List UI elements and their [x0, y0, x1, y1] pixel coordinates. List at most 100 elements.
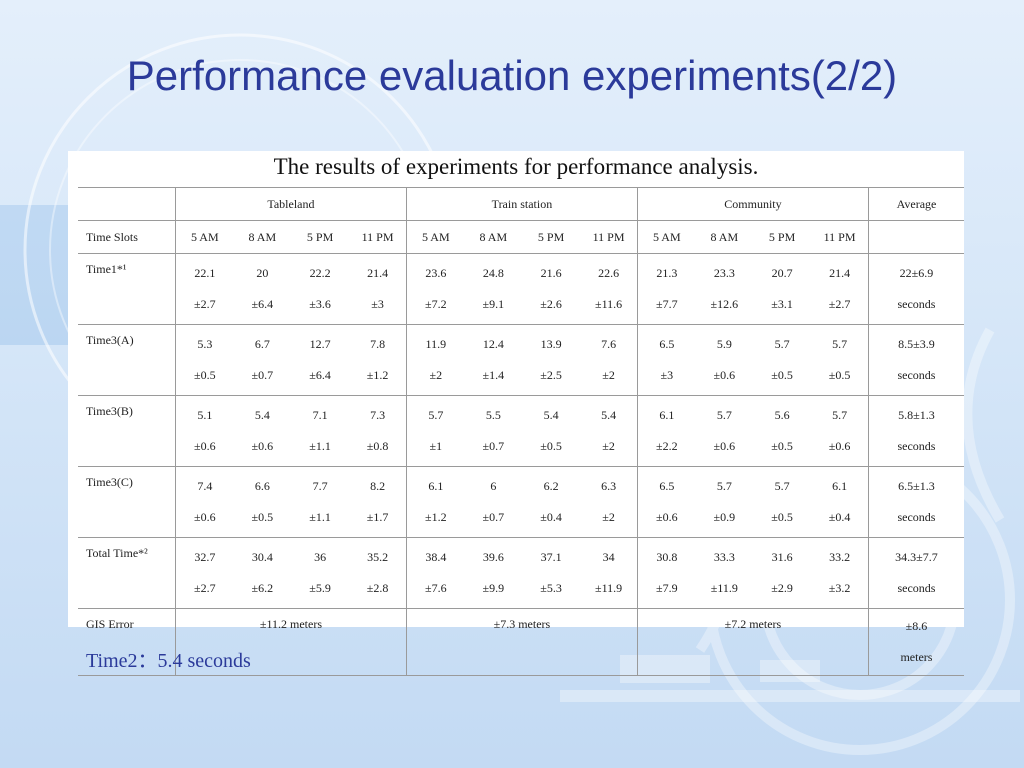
average-header: Average: [867, 187, 964, 221]
table-cell: 32.7 ±2.7: [174, 537, 234, 609]
cell-mean: 38.4: [425, 550, 447, 564]
cell-mean: 30.4: [251, 550, 273, 564]
table-cell: 37.1 ±5.3: [521, 537, 581, 609]
time-slot-header: 5 PM: [290, 220, 350, 254]
cell-deviation: ±7.7: [656, 297, 678, 311]
cell-deviation: ±2.7: [194, 581, 216, 595]
cell-deviation: ±0.5: [771, 510, 793, 524]
table-caption: The results of experiments for performan…: [273, 154, 759, 179]
cell-mean: 6.2: [543, 479, 559, 493]
cell-deviation: ±2.5: [540, 368, 562, 382]
table-row: Time3(C) 7.4 ±0.6 6.6 ±0.5 7.7 ±1.1 8.2 ±1.7 6.1 ±…: [78, 466, 964, 538]
cell-mean: 6.1: [659, 408, 675, 422]
cell-deviation: ±0.4: [828, 510, 851, 524]
table-cell: 13.9 ±2.5: [521, 324, 581, 396]
table-cell: 6 ±0.7: [464, 466, 522, 538]
table-cell: 33.2 ±3.2: [811, 537, 869, 609]
cell-mean: 21.4: [367, 266, 389, 280]
cell-deviation: ±1: [429, 439, 443, 453]
group-header-tableland: Tableland: [174, 187, 407, 221]
cell-deviation: ±2: [602, 439, 615, 453]
table-cell: 5.7 ±0.5: [752, 324, 812, 396]
table-cell: 21.4 ±2.7: [811, 253, 869, 325]
cell-deviation: ±2.9: [771, 581, 793, 595]
time-slot-header: 8 AM: [695, 220, 753, 254]
table-cell: 22.1 ±2.7: [174, 253, 234, 325]
row-label: Time1*¹: [78, 253, 176, 325]
group-header-row: Tableland Train station Community Averag…: [78, 187, 964, 221]
table-cell: 21.4 ±3: [349, 253, 407, 325]
table-cell: 5.9 ±0.6: [695, 324, 753, 396]
average-cell: 22±6.9 seconds: [867, 253, 964, 325]
cell-mean: 5.7: [774, 337, 790, 351]
results-table-panel: The results of experiments for performan…: [68, 151, 964, 676]
cell-mean: 33.3: [713, 550, 735, 564]
cell-deviation: ±6.4: [309, 368, 331, 382]
time-slot-header: 11 PM: [580, 220, 638, 254]
cell-deviation: ±5.9: [309, 581, 331, 595]
average-unit: seconds: [897, 581, 936, 595]
cell-deviation: ±2.2: [656, 439, 678, 453]
cell-deviation: ±7.2: [425, 297, 447, 311]
cell-mean: 12.4: [482, 337, 504, 351]
time-slot-header: 8 AM: [464, 220, 522, 254]
row-label: Time3(B): [78, 395, 176, 467]
time-slots-row: Time Slots 5 AM 8 AM 5 PM 11 PM 5 AM 8 AM 5 PM…: [78, 220, 964, 254]
cell-mean: 5.3: [197, 337, 213, 351]
table-cell: 5.4 ±0.6: [233, 395, 291, 467]
average-cell: 5.8±1.3 seconds: [867, 395, 964, 467]
table-cell: 5.7 ±0.5: [811, 324, 869, 396]
table-row: Time3(B) 5.1 ±0.6 5.4 ±0.6 7.1 ±1.1 7.3 ±0.8 5.7 ±…: [78, 395, 964, 467]
cell-mean: 30.8: [656, 550, 678, 564]
cell-deviation: ±3.1: [771, 297, 793, 311]
cell-mean: 6.1: [832, 479, 848, 493]
cell-mean: 5.7: [774, 479, 790, 493]
time-slot-header: 11 PM: [349, 220, 407, 254]
cell-deviation: ±1.4: [482, 368, 505, 382]
table-row: Total Time*² 32.7 ±2.7 30.4 ±6.2 36 ±5.9 35.2 ±2…: [78, 537, 964, 609]
table-cell: 21.6 ±2.6: [521, 253, 581, 325]
table-cell: 5.3 ±0.5: [174, 324, 234, 396]
group-header-train-station: Train station: [405, 187, 638, 221]
cell-deviation: ±0.5: [251, 510, 274, 524]
corner-cell: [78, 187, 176, 221]
cell-deviation: ±1.7: [366, 510, 389, 524]
cell-deviation: ±11.6: [594, 297, 623, 311]
cell-deviation: ±6.2: [251, 581, 274, 595]
table-cell: 8.2 ±1.7: [349, 466, 407, 538]
cell-mean: 6.6: [254, 479, 270, 493]
cell-mean: 21.4: [829, 266, 851, 280]
average-cell: ±8.6 meters: [867, 608, 964, 676]
table-cell: 11.9 ±2: [405, 324, 465, 396]
cell-deviation: ±0.4: [540, 510, 562, 524]
cell-mean: 6.3: [601, 479, 617, 493]
cell-mean: 22.2: [309, 266, 331, 280]
table-cell: 6.1 ±1.2: [405, 466, 465, 538]
time-slot-header: 5 AM: [405, 220, 465, 254]
cell-deviation: ±0.7: [482, 510, 505, 524]
cell-mean: 5.5: [485, 408, 501, 422]
average-cell: 8.5±3.9 seconds: [867, 324, 964, 396]
table-cell: 7.7 ±1.1: [290, 466, 350, 538]
cell-mean: 6.5: [659, 479, 675, 493]
cell-mean: 37.1: [540, 550, 562, 564]
cell-mean: 5.7: [716, 479, 732, 493]
time-slots-label: Time Slots: [78, 220, 176, 254]
cell-deviation: ±1.1: [309, 510, 331, 524]
cell-mean: 22.1: [194, 266, 216, 280]
cell-mean: 34: [602, 550, 615, 564]
cell-deviation: ±1.2: [366, 368, 389, 382]
cell-mean: 7.6: [601, 337, 617, 351]
table-cell: 35.2 ±2.8: [349, 537, 407, 609]
cell-deviation: ±0.5: [828, 368, 851, 382]
average-unit: seconds: [897, 297, 936, 311]
table-row: Time1*¹ 22.1 ±2.7 20 ±6.4 22.2 ±3.6 21.4 ±3 23.6 ±…: [78, 253, 964, 325]
table-cell: 31.6 ±2.9: [752, 537, 812, 609]
table-cell: 7.3 ±0.8: [349, 395, 407, 467]
table-cell: 12.7 ±6.4: [290, 324, 350, 396]
table-cell: 5.7 ±1: [405, 395, 465, 467]
table-cell: 7.1 ±1.1: [290, 395, 350, 467]
cell-deviation: ±0.7: [251, 368, 274, 382]
table-cell: 7.6 ±2: [580, 324, 638, 396]
table-cell: 30.4 ±6.2: [233, 537, 291, 609]
